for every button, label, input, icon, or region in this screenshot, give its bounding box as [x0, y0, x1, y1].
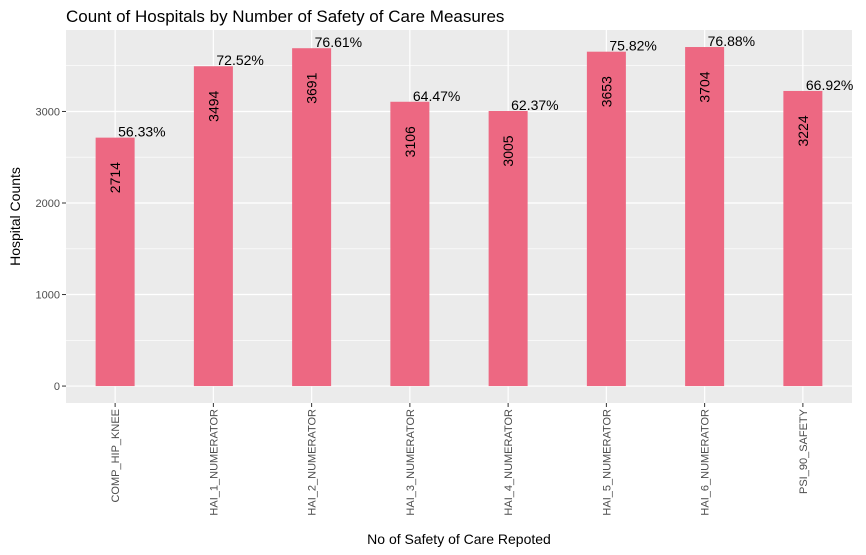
bar-percent-label: 76.61%	[315, 34, 362, 50]
bar	[685, 47, 725, 387]
x-tick-label: PSI_90_SAFETY	[798, 408, 810, 494]
x-tick-label: COMP_HIP_KNEE	[110, 409, 122, 503]
bar	[292, 48, 332, 387]
x-tick-label: HAI_3_NUMERATOR	[405, 409, 417, 516]
x-tick-label: HAI_4_NUMERATOR	[503, 409, 515, 516]
chart-title: Count of Hospitals by Number of Safety o…	[66, 7, 505, 26]
y-tick-label: 3000	[36, 106, 60, 118]
x-tick-label: HAI_5_NUMERATOR	[601, 409, 613, 516]
bar	[390, 101, 430, 387]
x-tick-label: HAI_1_NUMERATOR	[208, 409, 220, 516]
bar-percent-label: 76.88%	[708, 33, 755, 49]
x-axis-title: No of Safety of Care Repoted	[367, 531, 551, 547]
y-tick-label: 0	[54, 381, 60, 393]
bar-percent-label: 72.52%	[216, 52, 263, 68]
bar	[586, 51, 626, 387]
y-tick-label: 2000	[36, 198, 60, 210]
bar-value-label: 3224	[795, 115, 811, 146]
bar	[193, 66, 233, 387]
bar-percent-label: 75.82%	[609, 38, 656, 54]
bar-value-label: 3704	[697, 71, 713, 102]
bar-value-label: 3494	[205, 90, 221, 121]
bar	[488, 111, 528, 387]
bar-percent-label: 56.33%	[118, 124, 165, 140]
bar-value-label: 3653	[598, 76, 614, 107]
bar-percent-label: 66.92%	[806, 77, 853, 93]
bar-value-label: 3691	[304, 72, 320, 103]
x-tick-label: HAI_6_NUMERATOR	[700, 409, 712, 516]
bar	[95, 137, 135, 387]
bar-value-label: 3106	[402, 126, 418, 157]
bar	[783, 90, 823, 387]
bar-value-label: 3005	[500, 135, 516, 166]
y-axis-title: Hospital Counts	[7, 167, 23, 266]
x-tick-label: HAI_2_NUMERATOR	[307, 409, 319, 516]
bar-value-label: 2714	[107, 162, 123, 193]
y-tick-label: 1000	[36, 290, 60, 302]
bar-percent-label: 62.37%	[511, 97, 558, 113]
plot-panel	[66, 30, 852, 403]
bar-percent-label: 64.47%	[413, 88, 460, 104]
